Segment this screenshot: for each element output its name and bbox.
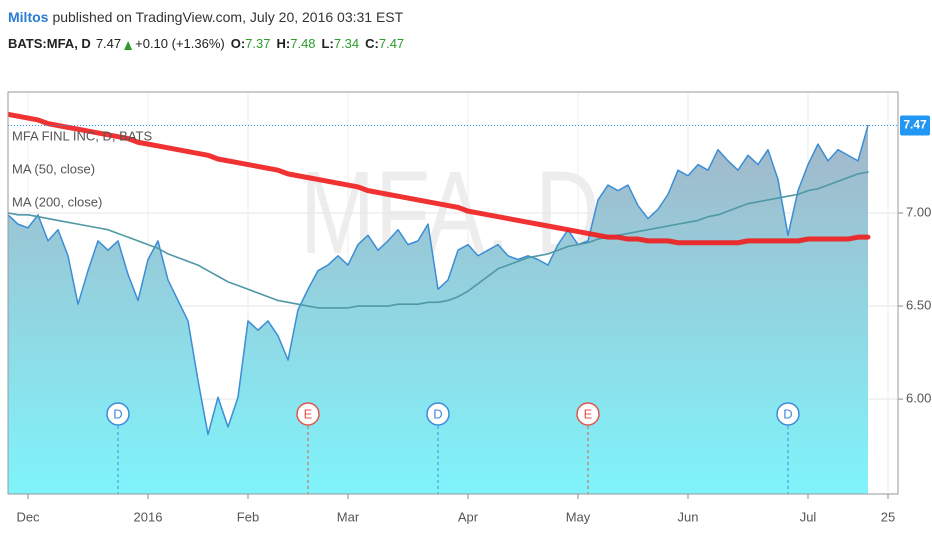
published: published on TradingView.com, July 20, 2… bbox=[52, 9, 403, 25]
change: +0.10 (+1.36%) bbox=[135, 36, 225, 51]
event-label: D bbox=[433, 406, 442, 421]
up-arrow bbox=[124, 41, 133, 50]
legend-entry: MA (50, close) bbox=[12, 161, 95, 176]
ohlc-value: 7.37 bbox=[245, 36, 270, 51]
legend-entry: MFA FINL INC, D, BATS bbox=[12, 128, 152, 143]
event-label: D bbox=[113, 406, 122, 421]
y-tick-label: 6.50 bbox=[906, 297, 931, 312]
series-line bbox=[8, 124, 869, 436]
overlay: D E D E D MFA FINL INC, D, BATS MA (50, close)… bbox=[12, 128, 800, 426]
event-label: E bbox=[584, 406, 593, 421]
event-label: E bbox=[304, 406, 313, 421]
x-tick-label: Apr bbox=[458, 509, 479, 524]
last-price-box bbox=[900, 115, 930, 136]
x-tick-label: 2016 bbox=[134, 509, 163, 524]
y-tick-label: 6.00 bbox=[906, 391, 931, 406]
ohlc-key: C: bbox=[365, 36, 379, 51]
symbol-line: BATS:MFA, D 7.47 +0.10 (+1.36%) O:7.37 H:7.4… bbox=[8, 36, 404, 51]
area bbox=[8, 125, 868, 494]
event-marker bbox=[776, 402, 800, 426]
series-line bbox=[8, 171, 869, 309]
event-label: D bbox=[783, 406, 792, 421]
x-tick-label: Jun bbox=[678, 509, 699, 524]
last-price-label: 7.47 bbox=[903, 118, 927, 132]
x-tick-label: Dec bbox=[16, 509, 40, 524]
ohlc-key: H: bbox=[277, 36, 291, 51]
symbol: BATS:MFA, D bbox=[8, 36, 91, 51]
ohlc-value: 7.48 bbox=[290, 36, 315, 51]
x-tick-label: May bbox=[566, 509, 591, 524]
event-marker bbox=[296, 402, 320, 426]
x-tick-label: Jul bbox=[800, 509, 817, 524]
event-marker bbox=[426, 402, 450, 426]
plot-frame bbox=[7, 91, 899, 495]
last: 7.47 bbox=[96, 36, 121, 51]
legend-entry: MA (200, close) bbox=[12, 194, 102, 209]
header-line: Miltos published on TradingView.com, July… bbox=[8, 9, 404, 25]
series-line bbox=[8, 111, 871, 246]
event-marker bbox=[576, 402, 600, 426]
y-tick-label: 7.00 bbox=[906, 204, 931, 219]
author[interactable]: Miltos bbox=[8, 9, 49, 25]
ohlc-value: 7.47 bbox=[379, 36, 404, 51]
x-tick-label: Feb bbox=[237, 509, 259, 524]
ohlc-value: 7.34 bbox=[334, 36, 359, 51]
x-tick-label: 25 bbox=[881, 509, 895, 524]
event-marker bbox=[106, 402, 130, 426]
ohlc-key: L: bbox=[322, 36, 334, 51]
ohlc-key: O: bbox=[231, 36, 245, 51]
x-tick-label: Mar bbox=[337, 509, 360, 524]
